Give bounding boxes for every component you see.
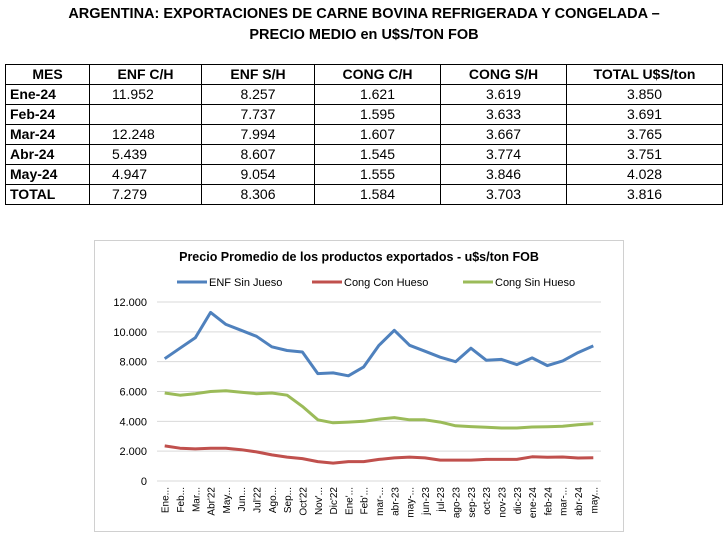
header-enf-sh: ENF S/H: [201, 64, 315, 85]
table-cell: 3.816: [566, 184, 723, 205]
x-tick-label: feb-24: [543, 487, 554, 516]
x-tick-label: Nov'...: [314, 487, 325, 515]
y-tick-label: 12.000: [113, 297, 147, 309]
x-tick-label: Sep...: [283, 487, 294, 513]
table-cell: 3.751: [566, 144, 723, 165]
x-tick-label: Mar...: [191, 487, 202, 512]
series-line: [164, 444, 594, 465]
x-tick-label: Jul'22: [253, 487, 264, 513]
x-tick-label: jul-23: [436, 487, 447, 513]
series-line: [163, 310, 594, 378]
table-cell: Feb-24: [5, 104, 90, 125]
x-tick-label: dic-23: [513, 487, 524, 515]
x-tick-label: mar-...: [375, 487, 386, 516]
y-tick-label: 8.000: [119, 357, 147, 369]
price-chart: Precio Promedio de los productos exporta…: [94, 240, 624, 532]
table-cell: 4.028: [566, 164, 723, 185]
x-tick-label: abr-24: [574, 487, 585, 516]
x-tick-label: Ago...: [268, 487, 279, 513]
x-tick-label: Jun...: [237, 487, 248, 511]
x-tick-label: Ene'...: [344, 487, 355, 515]
table-cell: 8.257: [201, 84, 315, 105]
table-cell: 1.595: [314, 104, 441, 125]
table-cell: 3.850: [566, 84, 723, 105]
x-tick-label: jun-23: [421, 487, 432, 516]
legend-label: ENF Sin Jueso: [209, 277, 282, 289]
table-cell: 11.952: [89, 84, 202, 105]
page-title: ARGENTINA: EXPORTACIONES DE CARNE BOVINA…: [0, 4, 728, 46]
table-cell: 12.248: [89, 124, 202, 145]
x-tick-label: may...: [589, 487, 600, 513]
table-cell: 9.054: [201, 164, 315, 185]
table-cell: 3.633: [440, 104, 567, 125]
x-tick-label: Oct'22: [298, 487, 309, 516]
legend-label: Cong Sin Hueso: [495, 277, 575, 289]
table-cell: 1.545: [314, 144, 441, 165]
table-cell: 3.774: [440, 144, 567, 165]
table-cell: 3.846: [440, 164, 567, 185]
table-cell: 7.737: [201, 104, 315, 125]
x-tick-label: Feb'...: [360, 487, 371, 514]
header-mes: MES: [5, 64, 90, 85]
table-cell: [89, 104, 202, 125]
x-tick-label: may-...: [406, 487, 417, 518]
x-tick-label: ene-24: [528, 487, 539, 519]
x-tick-label: mar-...: [559, 487, 570, 516]
price-table: MES ENF C/H ENF S/H CONG C/H CONG S/H TO…: [5, 64, 723, 205]
header-cong-ch: CONG C/H: [314, 64, 441, 85]
table-cell: Mar-24: [5, 124, 90, 145]
header-total: TOTAL U$S/ton: [566, 64, 723, 85]
x-tick-label: nov-23: [497, 487, 508, 518]
table-row-total: TOTAL 7.279 8.306 1.584 3.703 3.816: [5, 184, 723, 205]
table-row: Abr-24 5.439 8.607 1.545 3.774 3.751: [5, 144, 723, 165]
y-tick-label: 6.000: [119, 387, 147, 399]
table-cell: 5.439: [89, 144, 202, 165]
table-cell: 1.555: [314, 164, 441, 185]
table-cell: TOTAL: [5, 184, 90, 205]
x-tick-label: May...: [222, 487, 233, 513]
x-tick-label: Ene...: [161, 487, 172, 513]
table-cell: Abr-24: [5, 144, 90, 165]
title-line-1: ARGENTINA: EXPORTACIONES DE CARNE BOVINA…: [68, 6, 660, 22]
table-row: Ene-24 11.952 8.257 1.621 3.619 3.850: [5, 84, 723, 105]
table-cell: 3.619: [440, 84, 567, 105]
table-cell: Ene-24: [5, 84, 90, 105]
table-cell: 1.621: [314, 84, 441, 105]
table-cell: 8.607: [201, 144, 315, 165]
series-line: [164, 389, 594, 430]
legend-label: Cong Con Hueso: [344, 277, 428, 289]
y-tick-label: 10.000: [113, 327, 147, 339]
table-cell: May-24: [5, 164, 90, 185]
x-tick-label: Feb...: [176, 487, 187, 513]
table-cell: 7.279: [89, 184, 202, 205]
header-enf-ch: ENF C/H: [89, 64, 202, 85]
table-cell: 3.667: [440, 124, 567, 145]
table-cell: 8.306: [201, 184, 315, 205]
table-cell: 7.994: [201, 124, 315, 145]
chart-svg: Precio Promedio de los productos exporta…: [113, 250, 601, 519]
x-tick-label: Dic'22: [329, 487, 340, 515]
x-tick-label: Abr'22: [207, 487, 218, 516]
x-tick-label: sep-23: [467, 487, 478, 518]
header-cong-sh: CONG S/H: [440, 64, 567, 85]
y-tick-label: 4.000: [119, 416, 147, 428]
table-row: Mar-24 12.248 7.994 1.607 3.667 3.765: [5, 124, 723, 145]
table-cell: 3.765: [566, 124, 723, 145]
table-cell: 1.607: [314, 124, 441, 145]
table-row: May-24 4.947 9.054 1.555 3.846 4.028: [5, 164, 723, 185]
y-tick-label: 0: [141, 476, 147, 488]
table-cell: 3.691: [566, 104, 723, 125]
title-line-2: PRECIO MEDIO en U$S/TON FOB: [249, 27, 479, 43]
table-row: Feb-24 7.737 1.595 3.633 3.691: [5, 104, 723, 125]
x-tick-label: ago-23: [452, 487, 463, 519]
table-header-row: MES ENF C/H ENF S/H CONG C/H CONG S/H TO…: [5, 64, 723, 85]
table-cell: 3.703: [440, 184, 567, 205]
x-tick-label: abr-23: [390, 487, 401, 516]
x-tick-label: oct-23: [482, 487, 493, 515]
table-cell: 1.584: [314, 184, 441, 205]
table-cell: 4.947: [89, 164, 202, 185]
chart-title: Precio Promedio de los productos exporta…: [179, 250, 539, 264]
y-tick-label: 2.000: [119, 446, 147, 458]
